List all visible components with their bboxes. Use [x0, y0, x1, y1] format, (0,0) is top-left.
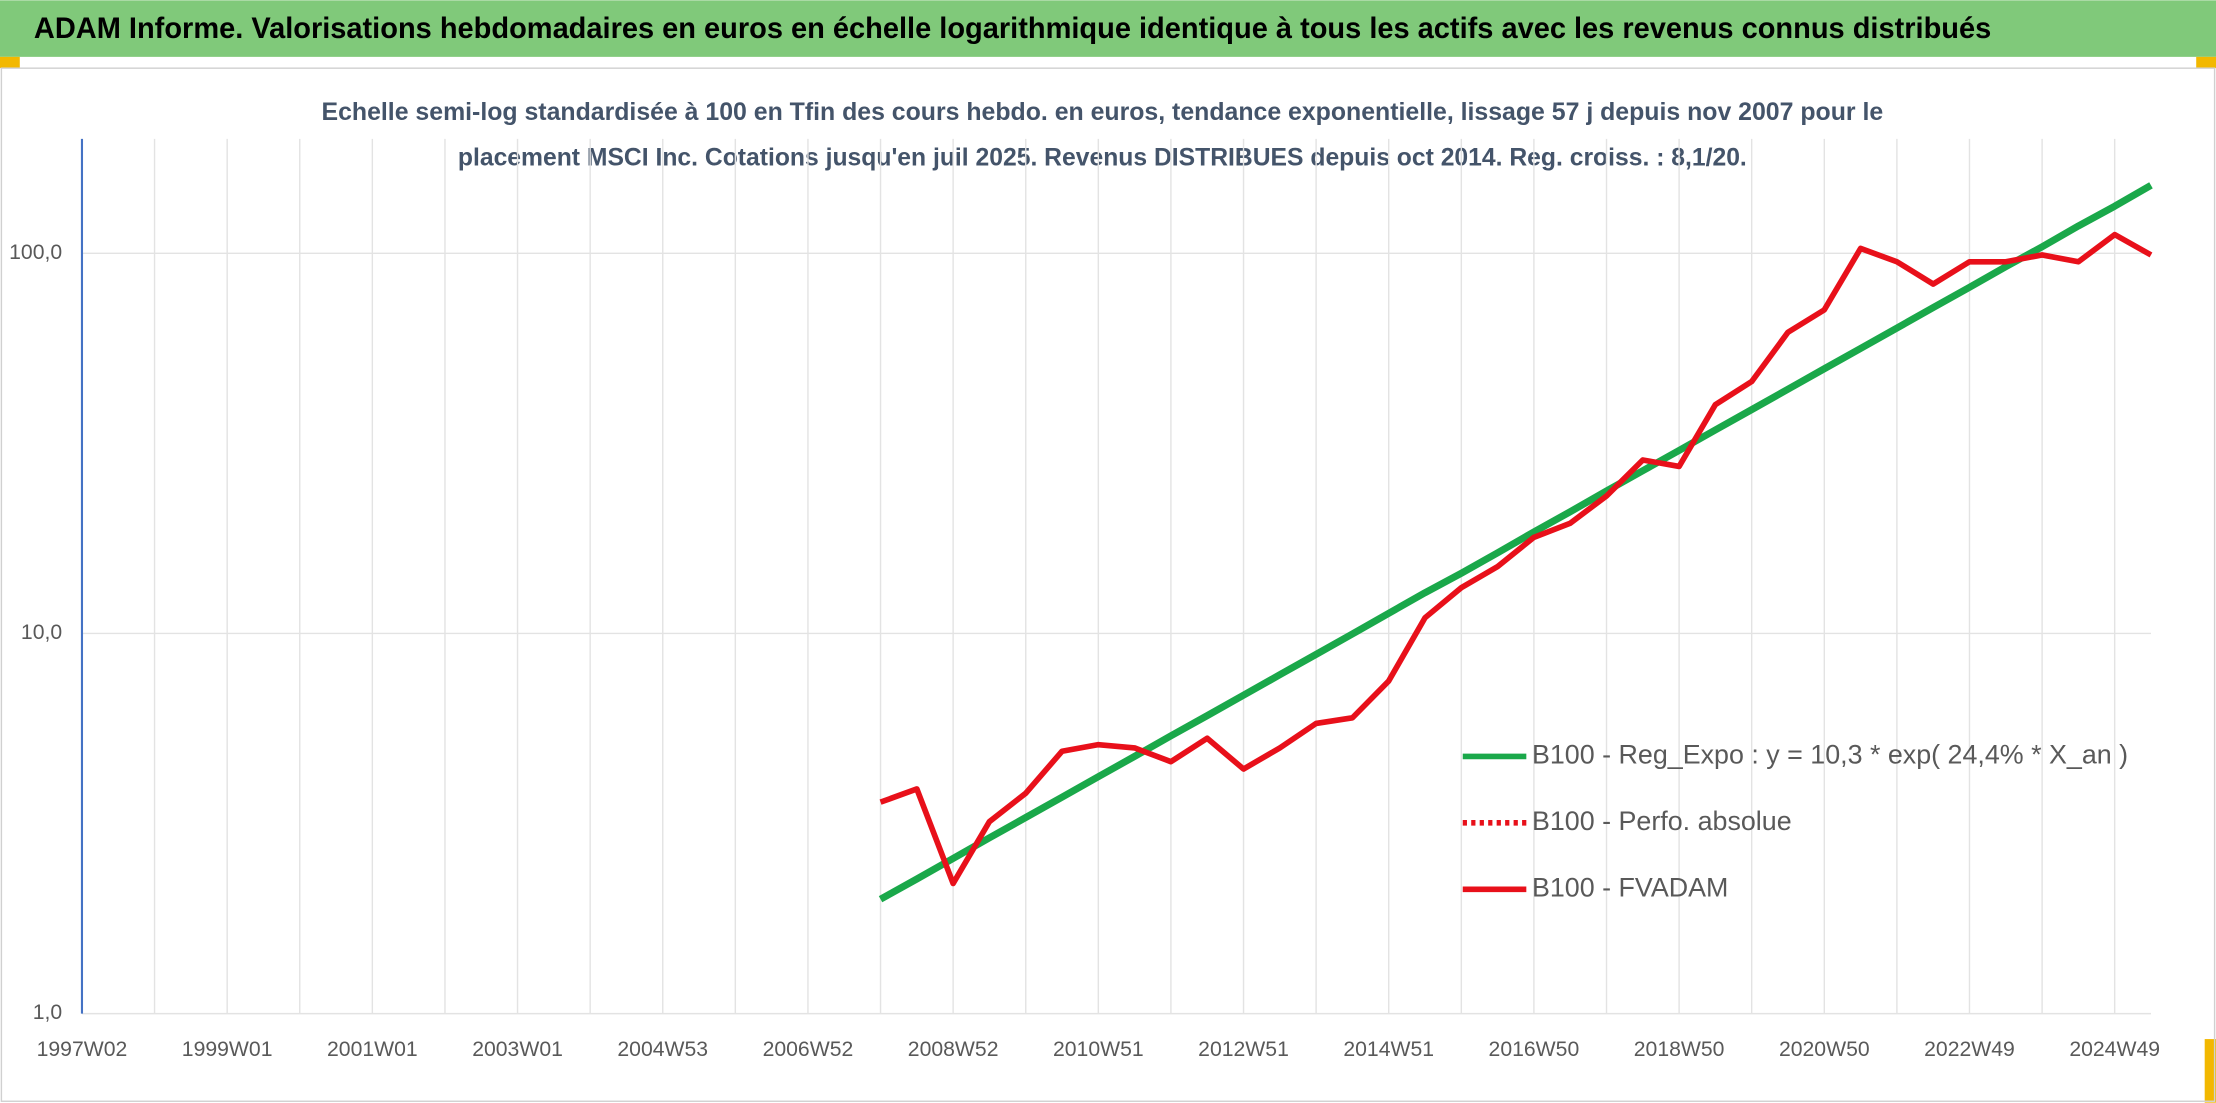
x-tick-label: 2003W01: [472, 1038, 563, 1061]
x-tick-label: 1997W02: [37, 1038, 128, 1061]
x-tick-label: 2024W49: [2069, 1038, 2160, 1061]
x-tick-label: 2008W52: [908, 1038, 999, 1061]
header-title: ADAM Informe. Valorisations hebdomadaire…: [34, 12, 1991, 45]
x-tick-label: 2004W53: [617, 1038, 708, 1061]
x-tick-label: 2006W52: [763, 1038, 854, 1061]
corner: [2196, 56, 2216, 69]
y-tick-label: 1,0: [33, 1001, 62, 1024]
x-tick-label: 2018W50: [1634, 1038, 1725, 1061]
x-tick-label: 2020W50: [1779, 1038, 1870, 1061]
legend-label: B100 - FVADAM: [1532, 872, 1728, 902]
x-tick-label: 2001W01: [327, 1038, 418, 1061]
chart-border: [0, 67, 2216, 1102]
x-tick-label: 2014W51: [1343, 1038, 1434, 1061]
chart-subtitle: Echelle semi-log standardisée à 100 en T…: [322, 98, 1884, 126]
header-bar: [0, 0, 2216, 57]
x-tick-label: 2010W51: [1053, 1038, 1144, 1061]
chart-subtitle: placement MSCI Inc. Cotations jusqu'en j…: [458, 143, 1747, 171]
y-tick-label: 10,0: [21, 621, 62, 644]
x-tick-label: 1999W01: [182, 1038, 273, 1061]
series-line: [878, 182, 2153, 903]
x-tick-label: 2022W49: [1924, 1038, 2015, 1061]
x-tick-label: 2016W50: [1489, 1038, 1580, 1061]
series-line: [879, 231, 2153, 887]
legend-label: B100 - Perfo. absolue: [1532, 806, 1792, 836]
x-tick-label: 2012W51: [1198, 1038, 1289, 1061]
legend-label: B100 - Reg_Expo : y = 10,3 * exp( 24,4% …: [1532, 740, 2128, 770]
corner: [2204, 1039, 2216, 1103]
y-tick-label: 100,0: [9, 241, 62, 264]
corner: [0, 56, 20, 69]
